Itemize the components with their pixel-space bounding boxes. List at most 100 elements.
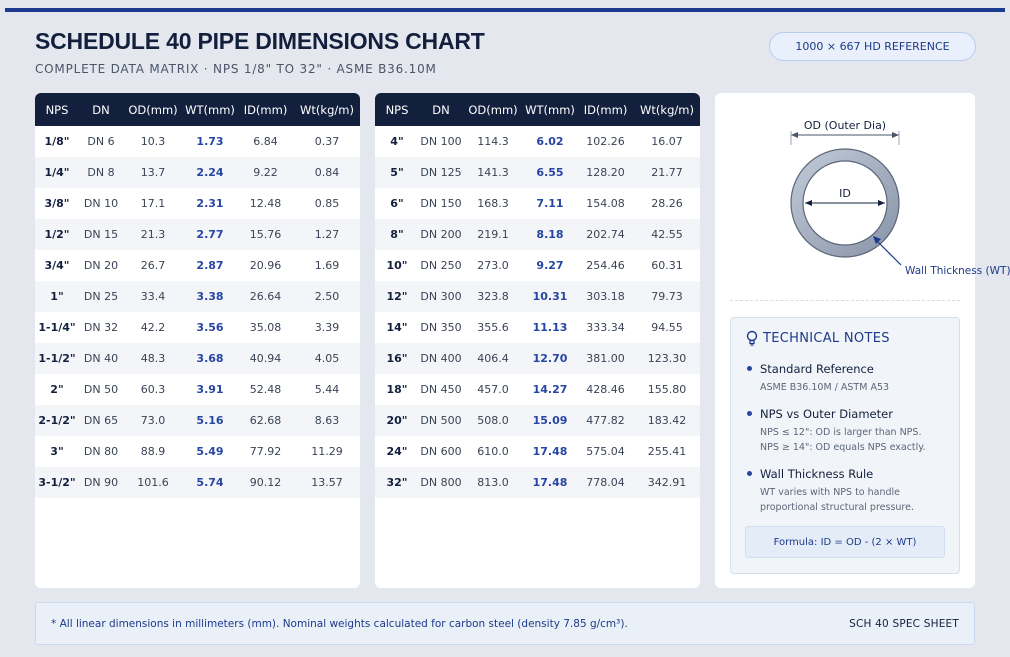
column-header-id: ID(mm) <box>243 102 288 117</box>
table-row: 18" DN 450 457.0 14.27 428.46 155.80 <box>375 374 700 405</box>
od-cell: 73.0 <box>140 414 166 427</box>
column-header-wt: WT(mm) <box>185 102 235 117</box>
column-header-dn: DN <box>432 102 450 117</box>
note-line: ASME B36.10M / ASTM A53 <box>760 382 890 393</box>
pipe-cross-section-diagram: OD (Outer Dia) ID Wall Thickness (WT) <box>790 119 1010 277</box>
dn-cell: DN 65 <box>83 414 119 427</box>
nps-cell: 6" <box>390 197 404 210</box>
id-arrow-left-icon <box>805 200 812 206</box>
weight-cell: 123.30 <box>647 352 687 365</box>
dn-cell: DN 125 <box>420 166 462 179</box>
dn-cell: DN 10 <box>83 197 119 210</box>
od-cell: 610.0 <box>477 445 509 458</box>
note-text: ASME B36.10M / ASTM A53 <box>760 380 952 395</box>
dn-cell: DN 8 <box>87 166 115 179</box>
weight-cell: 1.27 <box>314 228 340 241</box>
dn-cell: DN 250 <box>420 259 462 272</box>
note-line: NPS ≥ 14": OD equals NPS exactly. <box>760 442 926 453</box>
od-cell: 17.1 <box>140 197 166 210</box>
dn-cell: DN 100 <box>420 135 462 148</box>
nps-cell: 24" <box>386 445 408 458</box>
reference-badge: 1000 × 667 HD REFERENCE <box>769 32 976 61</box>
table-row: 3-1/2" DN 90 101.6 5.74 90.12 13.57 <box>35 467 360 498</box>
id-cell: 575.04 <box>586 445 625 458</box>
od-arrow-left-icon <box>791 132 798 138</box>
table-header-row: NPS DN OD(mm) WT(mm) ID(mm) Wt(kg/m) <box>375 93 700 126</box>
nps-cell: 5" <box>390 166 404 179</box>
column-header-wt: WT(mm) <box>525 102 575 117</box>
wt-cell: 6.02 <box>536 135 564 148</box>
od-cell: 323.8 <box>477 290 509 303</box>
nps-cell: 32" <box>386 476 408 489</box>
wt-cell: 2.31 <box>196 197 224 210</box>
id-cell: 77.92 <box>249 445 282 458</box>
column-header-weight: Wt(kg/m) <box>640 102 694 117</box>
weight-cell: 2.50 <box>314 290 340 303</box>
wt-cell: 8.18 <box>536 228 564 241</box>
table-row: 20" DN 500 508.0 15.09 477.82 183.42 <box>375 405 700 436</box>
id-cell: 477.82 <box>586 414 625 427</box>
nps-cell: 18" <box>386 383 408 396</box>
dn-cell: DN 20 <box>83 259 119 272</box>
wt-cell: 10.31 <box>532 290 568 303</box>
nps-cell: 12" <box>386 290 408 303</box>
wt-cell: 6.55 <box>536 166 564 179</box>
nps-cell: 3-1/2" <box>38 476 76 489</box>
weight-cell: 3.39 <box>314 321 340 334</box>
weight-cell: 0.85 <box>314 197 340 210</box>
weight-cell: 16.07 <box>651 135 683 148</box>
pipe-table-small-sizes: NPS DN OD(mm) WT(mm) ID(mm) Wt(kg/m) 1/8… <box>35 93 360 588</box>
nps-cell: 10" <box>386 259 408 272</box>
dn-cell: DN 500 <box>420 414 462 427</box>
wt-leader-line <box>874 238 902 266</box>
dn-cell: DN 400 <box>420 352 462 365</box>
note-nps-vs-od: NPS vs Outer Diameter NPS ≤ 12": OD is l… <box>747 407 952 455</box>
od-cell: 42.2 <box>140 321 166 334</box>
note-line: proportional structural pressure. <box>760 502 914 513</box>
table-row: 8" DN 200 219.1 8.18 202.74 42.55 <box>375 219 700 250</box>
note-standard-reference: Standard Reference ASME B36.10M / ASTM A… <box>747 362 952 395</box>
od-cell: 101.6 <box>137 476 169 489</box>
od-cell: 273.0 <box>477 259 509 272</box>
table-body: 1/8" DN 6 10.3 1.73 6.84 0.37 1/4" DN 8 13.7 2.24… <box>35 126 360 498</box>
id-cell: 35.08 <box>249 321 282 334</box>
id-cell: 428.46 <box>586 383 625 396</box>
od-cell: 406.4 <box>477 352 509 365</box>
weight-cell: 155.80 <box>647 383 687 396</box>
weight-cell: 21.77 <box>651 166 683 179</box>
nps-cell: 3/4" <box>44 259 70 272</box>
id-cell: 778.04 <box>586 476 625 489</box>
id-arrow-right-icon <box>878 200 885 206</box>
footer-spec-tag: SCH 40 SPEC SHEET <box>849 618 959 630</box>
note-wall-thickness-rule: Wall Thickness Rule WT varies with NPS t… <box>747 467 952 515</box>
od-cell: 26.7 <box>140 259 166 272</box>
table-row: 1" DN 25 33.4 3.38 26.64 2.50 <box>35 281 360 312</box>
wt-cell: 3.91 <box>196 383 224 396</box>
od-arrow-right-icon <box>892 132 899 138</box>
technical-notes-heading: TECHNICAL NOTES <box>745 330 890 346</box>
nps-cell: 3/8" <box>44 197 70 210</box>
nps-cell: 4" <box>390 135 404 148</box>
technical-notes-box: TECHNICAL NOTES Standard Reference ASME … <box>730 317 960 574</box>
id-cell: 26.64 <box>249 290 282 303</box>
note-title: NPS vs Outer Diameter <box>760 407 893 421</box>
table-body: 4" DN 100 114.3 6.02 102.26 16.07 5" DN 125 141.… <box>375 126 700 498</box>
table-row: 12" DN 300 323.8 10.31 303.18 79.73 <box>375 281 700 312</box>
weight-cell: 255.41 <box>647 445 687 458</box>
weight-cell: 5.44 <box>314 383 340 396</box>
weight-cell: 94.55 <box>651 321 683 334</box>
table-row: 10" DN 250 273.0 9.27 254.46 60.31 <box>375 250 700 281</box>
footer-units-note: * All linear dimensions in millimeters (… <box>51 618 628 630</box>
wt-cell: 17.48 <box>532 476 568 489</box>
wt-cell: 7.11 <box>536 197 564 210</box>
dn-cell: DN 450 <box>420 383 462 396</box>
table-row: 5" DN 125 141.3 6.55 128.20 21.77 <box>375 157 700 188</box>
wt-cell: 9.27 <box>536 259 564 272</box>
id-cell: 381.00 <box>586 352 625 365</box>
note-line: NPS ≤ 12": OD is larger than NPS. <box>760 427 922 438</box>
top-accent-rule <box>5 8 1005 12</box>
wt-cell: 14.27 <box>532 383 568 396</box>
weight-cell: 8.63 <box>314 414 340 427</box>
od-cell: 114.3 <box>477 135 509 148</box>
weight-cell: 183.42 <box>647 414 687 427</box>
